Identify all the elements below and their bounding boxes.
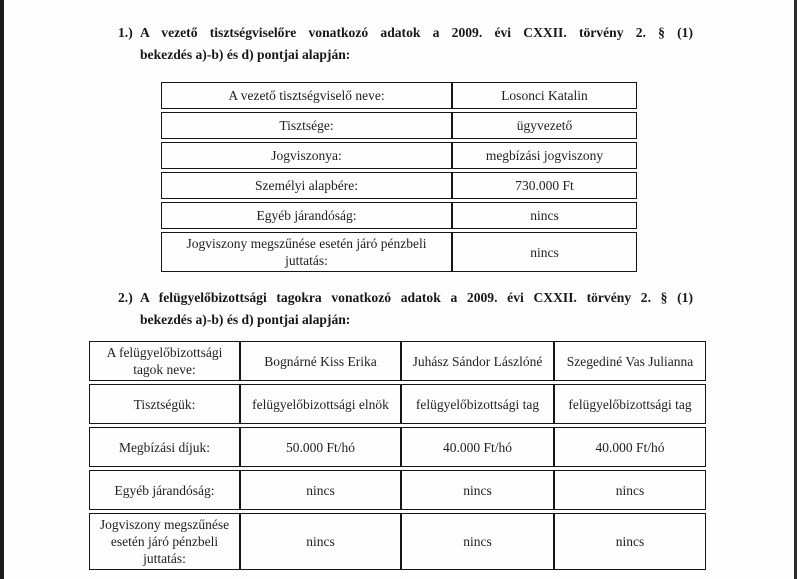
table-row: Tisztsége: ügyvezető: [161, 112, 637, 139]
label-cell: Egyéb járandóság:: [161, 202, 452, 229]
label-cell: Tisztségük:: [89, 384, 240, 424]
value-cell: felügyelőbizottsági tag: [554, 384, 706, 424]
section-2-title-line2: bekezdés a)-b) és d) pontjai alapján:: [140, 312, 351, 327]
value-cell: Losonci Katalin: [452, 82, 637, 109]
section-1-title-line1: A vezető tisztségviselőre vonatkozó adat…: [140, 25, 693, 40]
supervisory-board-table: A felügyelőbizottsági tagok neve: Bognár…: [89, 338, 706, 573]
label-cell: Egyéb járandóság:: [89, 470, 240, 510]
section-1-title-line2: bekezdés a)-b) és d) pontjai alapján:: [140, 47, 351, 62]
table-row: Egyéb járandóság: nincs nincs nincs: [89, 470, 706, 510]
value-cell: felügyelőbizottsági elnök: [240, 384, 401, 424]
label-cell: A felügyelőbizottsági tagok neve:: [89, 341, 240, 381]
value-cell: nincs: [554, 470, 706, 510]
value-cell: nincs: [452, 202, 637, 229]
value-cell: nincs: [401, 470, 554, 510]
value-cell: 40.000 Ft/hó: [401, 427, 554, 467]
value-cell: 40.000 Ft/hó: [554, 427, 706, 467]
label-cell: Személyi alapbére:: [161, 172, 452, 199]
table-row: Egyéb járandóság: nincs: [161, 202, 637, 229]
section-1-number: 1.): [118, 25, 133, 40]
left-edge-bar: [0, 0, 4, 579]
value-cell: nincs: [240, 513, 401, 570]
table-row: Tisztségük: felügyelőbizottsági elnök fe…: [89, 384, 706, 424]
value-cell: Bognárné Kiss Erika: [240, 341, 401, 381]
value-cell: felügyelőbizottsági tag: [401, 384, 554, 424]
table-row: A felügyelőbizottsági tagok neve: Bognár…: [89, 341, 706, 381]
value-cell: nincs: [452, 232, 637, 272]
value-cell: Szegediné Vas Julianna: [554, 341, 706, 381]
label-cell: Jogviszonya:: [161, 142, 452, 169]
table-row: Megbízási díjuk: 50.000 Ft/hó 40.000 Ft/…: [89, 427, 706, 467]
label-cell: Jogviszony megszűnése esetén járó pénzbe…: [89, 513, 240, 570]
value-cell: nincs: [240, 470, 401, 510]
label-cell: Megbízási díjuk:: [89, 427, 240, 467]
table-row: Jogviszonya: megbízási jogviszony: [161, 142, 637, 169]
label-cell: A vezető tisztségviselő neve:: [161, 82, 452, 109]
value-cell: nincs: [554, 513, 706, 570]
value-cell: 50.000 Ft/hó: [240, 427, 401, 467]
table-row: Jogviszony megszűnése esetén járó pénzbe…: [161, 232, 637, 272]
table-row: A vezető tisztségviselő neve: Losonci Ka…: [161, 82, 637, 109]
section-2-heading: 2.) A felügyelőbizottsági tagokra vonatk…: [118, 287, 693, 331]
value-cell: nincs: [401, 513, 554, 570]
label-cell: Jogviszony megszűnése esetén járó pénzbe…: [161, 232, 452, 272]
label-cell: Tisztsége:: [161, 112, 452, 139]
section-1-heading: 1.) A vezető tisztségviselőre vonatkozó …: [118, 22, 693, 66]
right-edge-bar: [794, 0, 797, 579]
value-cell: Juhász Sándor Lászlóné: [401, 341, 554, 381]
table-row: Személyi alapbére: 730.000 Ft: [161, 172, 637, 199]
value-cell: megbízási jogviszony: [452, 142, 637, 169]
value-cell: 730.000 Ft: [452, 172, 637, 199]
section-2-title-line1: A felügyelőbizottsági tagokra vonatkozó …: [140, 290, 693, 305]
director-table: A vezető tisztségviselő neve: Losonci Ka…: [161, 79, 637, 275]
section-2-number: 2.): [118, 290, 133, 305]
table-row: Jogviszony megszűnése esetén járó pénzbe…: [89, 513, 706, 570]
value-cell: ügyvezető: [452, 112, 637, 139]
